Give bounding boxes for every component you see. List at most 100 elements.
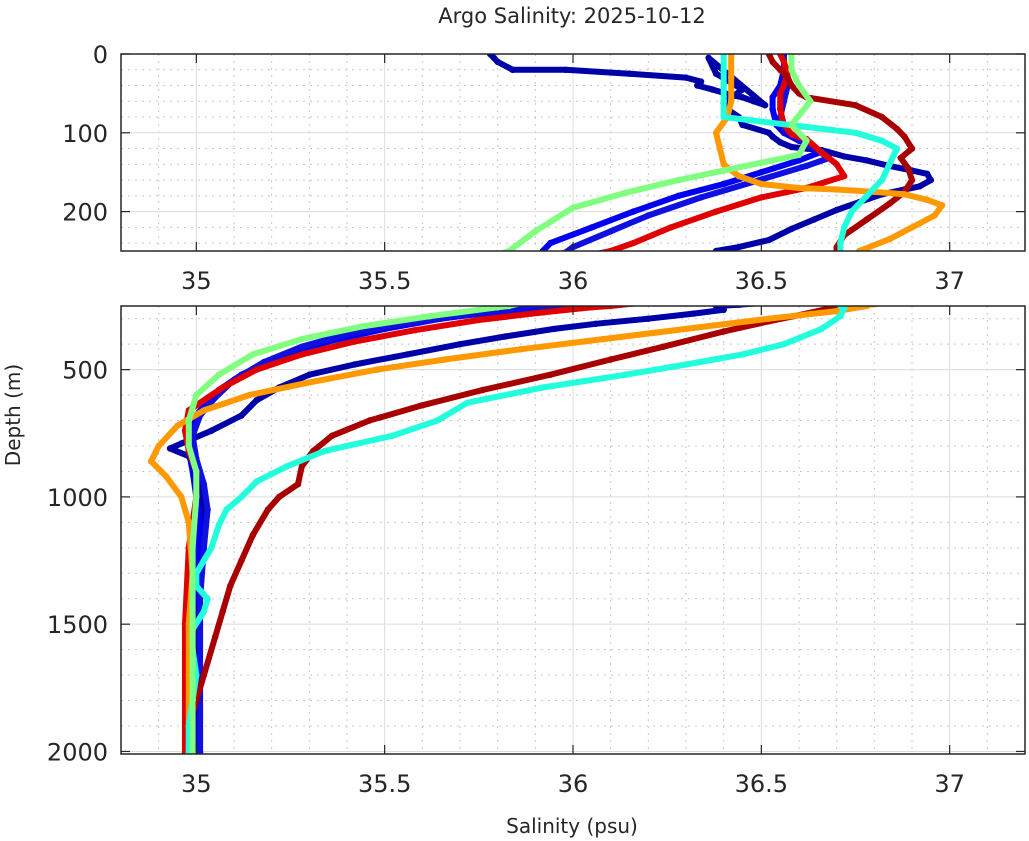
profile-orange-point (163, 473, 170, 480)
profile-cyan-point (837, 247, 844, 251)
profile-darkred-point (826, 256, 832, 262)
x-tick-label: 35.5 (358, 770, 411, 798)
profile-blue-point (540, 252, 546, 258)
profile-green-point (758, 159, 765, 166)
profile-orange-point (908, 224, 916, 231)
profile-darkred-point (328, 432, 336, 439)
profile-blue-2-point (517, 260, 523, 266)
profile-blue-2-point (200, 481, 208, 488)
profile-darkred-point (298, 463, 305, 470)
profile-navy-point (712, 306, 720, 310)
profile-navy-point (166, 445, 174, 452)
profile-navy-point (178, 440, 185, 447)
profile-darkred-point (276, 493, 283, 501)
profile-blue-point (547, 239, 554, 247)
profile-green-point (494, 306, 501, 311)
profile-blue-point (630, 208, 637, 215)
profile-blue-point (589, 295, 595, 301)
profile-navy-point (750, 98, 757, 105)
profile-red-point (841, 172, 848, 180)
profile-red-point (780, 82, 788, 89)
profile-cyan-point (841, 295, 847, 301)
profile-blue-2-point (645, 212, 652, 219)
profile-blue-point (539, 247, 547, 251)
profile-red-point (758, 194, 765, 201)
profile-darkred-point (200, 671, 208, 679)
profile-cyan-point (720, 113, 727, 121)
profile-orange-point (245, 391, 253, 399)
profile-cyan-line (720, 54, 900, 251)
profile-navy-point (863, 157, 870, 164)
profile-red-point (630, 239, 637, 247)
profile-green-point (532, 228, 539, 235)
profile-orange-point (863, 247, 870, 251)
profile-green-point (189, 697, 196, 704)
profile-navy-point (645, 315, 652, 322)
profile-cyan-point (434, 417, 441, 424)
profile-navy-point (916, 183, 923, 190)
profile-blue-point (758, 169, 765, 176)
profile-cyan-point (852, 129, 859, 136)
profile-navy-point (712, 247, 720, 251)
profile-green-point (622, 189, 629, 196)
profile-orange-point (909, 295, 915, 301)
profile-green-point (189, 749, 196, 754)
series-group (147, 295, 915, 754)
y-tick-label: 2000 (47, 738, 108, 766)
profile-orange-point (728, 74, 735, 81)
profile-orange-point (765, 315, 773, 322)
profile-navy-point (253, 397, 260, 404)
profile-navy-point (306, 371, 313, 378)
profile-blue-2-point (204, 506, 211, 513)
series-group (486, 54, 946, 270)
profile-blue-point (675, 192, 682, 199)
profile-darkred-point (249, 531, 256, 539)
profile-navy-point (709, 86, 716, 93)
profile-navy-point (562, 66, 569, 74)
profile-orange-point (178, 493, 185, 501)
profile-red-point (539, 309, 547, 316)
profile-darkred-point (238, 557, 245, 564)
profile-red-point (298, 351, 305, 358)
profile-orange-point (795, 184, 803, 192)
profile-green-point (807, 98, 814, 105)
profile-green-point (788, 54, 795, 58)
profile-darkred-line (185, 306, 841, 754)
profile-orange-point (728, 98, 735, 105)
profile-navy-point (735, 243, 742, 251)
profile-darkred-point (294, 481, 302, 488)
profile-green-line (499, 54, 814, 251)
profile-darkred-point (769, 58, 776, 66)
profile-navy-point (735, 306, 742, 308)
profile-navy-point (833, 206, 840, 214)
profile-green-point (788, 66, 795, 74)
profile-navy-point (551, 325, 558, 333)
profile-red-point (780, 58, 788, 66)
chart-title: Argo Salinity: 2025-10-12 (438, 4, 705, 28)
profile-navy-point (509, 66, 516, 74)
profile-green-point (189, 621, 196, 628)
x-tick-label: 36.5 (735, 267, 788, 295)
profile-cyan-point (539, 384, 547, 391)
profile-blue-point (495, 264, 501, 270)
profile-orange-point (886, 299, 892, 305)
profile-darkred-point (660, 343, 667, 350)
profile-orange-point (923, 196, 931, 203)
profile-green-point (675, 176, 682, 184)
profile-blue-2-point (200, 544, 208, 551)
profile-green-point (193, 468, 200, 475)
profile-darkred-point (886, 200, 893, 207)
profile-blue-point (720, 180, 727, 188)
profile-green-point (505, 306, 513, 310)
x-tick-label: 36 (558, 267, 589, 295)
profile-navy-point (208, 427, 215, 434)
profile-navy-point (766, 299, 772, 305)
profile-green-line (185, 306, 522, 754)
profile-orange-point (931, 212, 938, 219)
profile-navy-point (705, 54, 712, 62)
profile-cyan-point (253, 478, 260, 485)
profile-orange-point (712, 129, 720, 136)
profile-orange-point (716, 145, 724, 152)
profile-orange-point (886, 236, 893, 243)
